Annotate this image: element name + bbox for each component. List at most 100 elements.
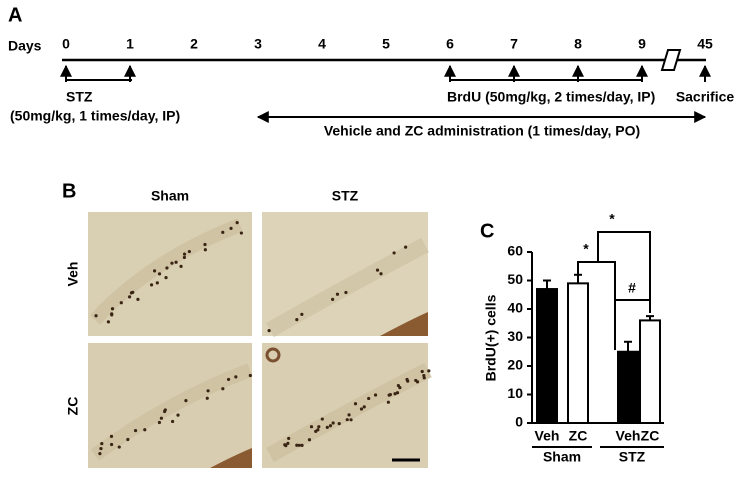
cell bbox=[182, 255, 187, 260]
sacrifice-label: Sacrifice bbox=[676, 89, 735, 105]
significance-mark: * bbox=[609, 211, 615, 227]
cell bbox=[404, 245, 408, 249]
y-tick-label: 10 bbox=[507, 385, 523, 401]
cell bbox=[295, 318, 299, 322]
cell bbox=[287, 436, 291, 441]
cell bbox=[221, 387, 225, 391]
day-label: 5 bbox=[382, 36, 390, 52]
sig-bracket bbox=[597, 231, 651, 300]
cell bbox=[184, 399, 188, 403]
cell bbox=[248, 373, 252, 378]
cell bbox=[170, 261, 174, 265]
bar bbox=[639, 319, 661, 424]
tissue-edge bbox=[380, 312, 428, 336]
cell bbox=[375, 268, 380, 272]
cell bbox=[94, 314, 98, 318]
day-label: 1 bbox=[126, 36, 134, 52]
cell bbox=[205, 396, 209, 400]
y-axis-label: BrdU(+) cells bbox=[483, 294, 499, 381]
bar bbox=[567, 282, 589, 424]
cell bbox=[110, 307, 115, 311]
days-label: Days bbox=[8, 38, 42, 54]
cell bbox=[179, 264, 183, 268]
cell bbox=[182, 252, 187, 256]
cell bbox=[420, 369, 424, 374]
stz-dose: (50mg/kg, 1 times/day, IP) bbox=[10, 108, 180, 124]
bar bbox=[617, 350, 639, 424]
cell bbox=[176, 413, 180, 417]
cell bbox=[362, 405, 366, 409]
x-tick-label: ZC bbox=[641, 428, 660, 444]
cell bbox=[427, 369, 431, 373]
cell bbox=[359, 407, 364, 411]
cell bbox=[203, 242, 207, 247]
row-label: Veh bbox=[65, 262, 81, 287]
timeline-break bbox=[660, 49, 682, 71]
cell bbox=[392, 251, 396, 255]
tissue-layer bbox=[266, 237, 429, 337]
category-label: STZ bbox=[619, 449, 646, 465]
brdu-label: BrdU (50mg/kg, 2 times/day, IP) bbox=[447, 89, 655, 105]
stz-label: STZ bbox=[66, 89, 93, 105]
bar bbox=[536, 288, 558, 424]
tissue-edge bbox=[210, 448, 252, 468]
y-tick-label: 60 bbox=[507, 243, 523, 259]
cell bbox=[162, 409, 167, 414]
category-label: Sham bbox=[543, 449, 581, 465]
cell bbox=[307, 438, 312, 442]
cell bbox=[331, 421, 335, 425]
cell bbox=[405, 377, 409, 382]
vessel bbox=[265, 347, 281, 363]
day-label: 6 bbox=[446, 36, 454, 52]
cell bbox=[136, 297, 140, 301]
day-label: 4 bbox=[318, 36, 326, 52]
column-label: STZ bbox=[332, 188, 359, 204]
cell bbox=[149, 283, 154, 287]
cell bbox=[286, 441, 290, 446]
y-tick-label: 40 bbox=[507, 300, 523, 316]
cell bbox=[347, 413, 351, 417]
cell bbox=[117, 445, 121, 449]
x-tick-label: Veh bbox=[616, 428, 641, 444]
cell bbox=[235, 221, 239, 225]
cell bbox=[317, 425, 321, 429]
day-label: 2 bbox=[190, 36, 198, 52]
day-label: 9 bbox=[638, 36, 646, 52]
cell bbox=[239, 231, 243, 235]
cell bbox=[344, 290, 348, 295]
cell bbox=[395, 391, 400, 395]
cell bbox=[229, 226, 233, 230]
cell bbox=[373, 393, 378, 397]
cell bbox=[226, 377, 231, 382]
cell bbox=[379, 272, 383, 276]
y-tick-label: 30 bbox=[507, 328, 523, 344]
cell bbox=[325, 425, 329, 429]
cell bbox=[320, 417, 324, 421]
cell bbox=[99, 446, 103, 451]
cell bbox=[314, 429, 318, 433]
cell bbox=[206, 389, 210, 393]
cell bbox=[337, 421, 341, 426]
y-tick-label: 0 bbox=[515, 414, 523, 430]
cells bbox=[94, 221, 431, 456]
cell bbox=[170, 419, 175, 424]
day-label: 3 bbox=[254, 36, 262, 52]
cell bbox=[155, 281, 159, 285]
cell bbox=[159, 416, 164, 420]
cell bbox=[203, 248, 207, 252]
cell bbox=[234, 375, 238, 379]
cell bbox=[152, 269, 157, 273]
cell bbox=[109, 434, 114, 438]
cell bbox=[221, 230, 225, 234]
cell bbox=[109, 442, 114, 447]
y-tick-label: 50 bbox=[507, 271, 523, 287]
cell bbox=[300, 443, 304, 447]
cell bbox=[106, 320, 111, 324]
cell bbox=[165, 266, 169, 270]
cell bbox=[300, 312, 304, 316]
cell bbox=[127, 295, 132, 299]
cell bbox=[388, 393, 392, 397]
cell bbox=[386, 400, 390, 404]
